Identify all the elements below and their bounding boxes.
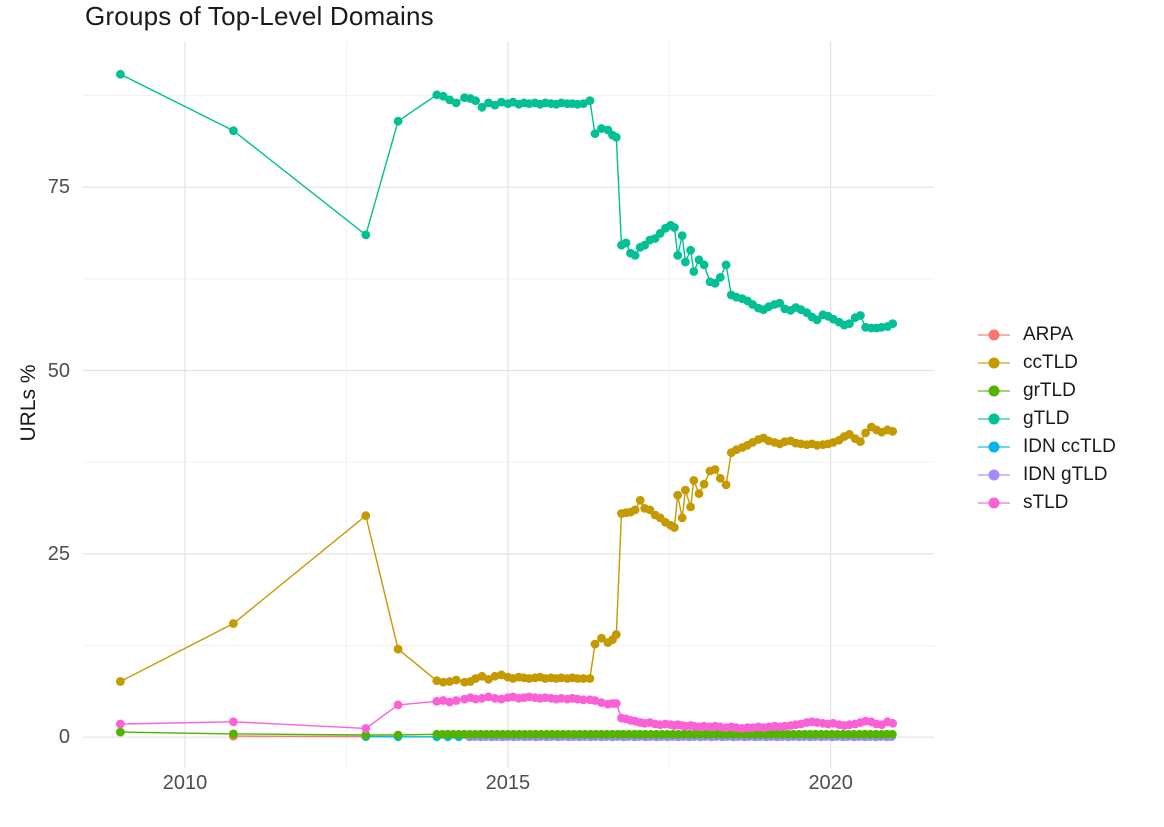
y-tick-label: 0 xyxy=(58,726,70,749)
legend-item-idn-gtld: IDN gTLD xyxy=(978,461,1148,489)
legend-item-gtld: gTLD xyxy=(978,405,1148,433)
legend-label: IDN ccTLD xyxy=(1023,436,1116,457)
plot-title: Groups of Top-Level Domains xyxy=(85,1,434,31)
x-tick-label: 2020 xyxy=(808,772,853,794)
y-tick-label: 50 xyxy=(47,359,70,382)
series-grtld xyxy=(116,727,897,740)
legend-marker-icon xyxy=(978,413,1010,425)
y-tick-label: 75 xyxy=(47,176,70,199)
legend: ARPA ccTLD grTLD gTLD IDN ccTLD IDN gTLD sTLD xyxy=(978,321,1148,517)
legend-item-idn-cctld: IDN ccTLD xyxy=(978,433,1148,461)
legend-marker-icon xyxy=(978,357,1010,369)
legend-label: ccTLD xyxy=(1023,352,1078,373)
legend-item-grtld: grTLD xyxy=(978,377,1148,405)
legend-marker-icon xyxy=(978,497,1010,509)
legend-label: gTLD xyxy=(1023,408,1070,429)
gridlines-minor xyxy=(83,42,934,768)
legend-marker-icon xyxy=(978,329,1010,341)
y-tick-label: 25 xyxy=(47,542,70,565)
gridlines-major xyxy=(83,42,934,768)
legend-label: grTLD xyxy=(1023,380,1076,401)
legend-label: sTLD xyxy=(1023,492,1069,513)
legend-label: ARPA xyxy=(1023,324,1074,345)
legend-marker-icon xyxy=(978,441,1010,453)
x-tick-label: 2010 xyxy=(162,772,208,794)
series-cctld xyxy=(116,422,898,687)
legend-marker-icon xyxy=(978,385,1010,397)
series-gtld xyxy=(116,69,898,333)
legend-item-cctld: ccTLD xyxy=(978,349,1148,377)
series-arpa xyxy=(229,731,371,741)
series-stld xyxy=(116,692,898,733)
legend-item-stld: sTLD xyxy=(978,489,1148,517)
x-tick-label: 2015 xyxy=(485,772,531,794)
legend-marker-icon xyxy=(978,469,1010,481)
legend-label: IDN gTLD xyxy=(1023,464,1108,485)
legend-item-arpa: ARPA xyxy=(978,321,1148,349)
